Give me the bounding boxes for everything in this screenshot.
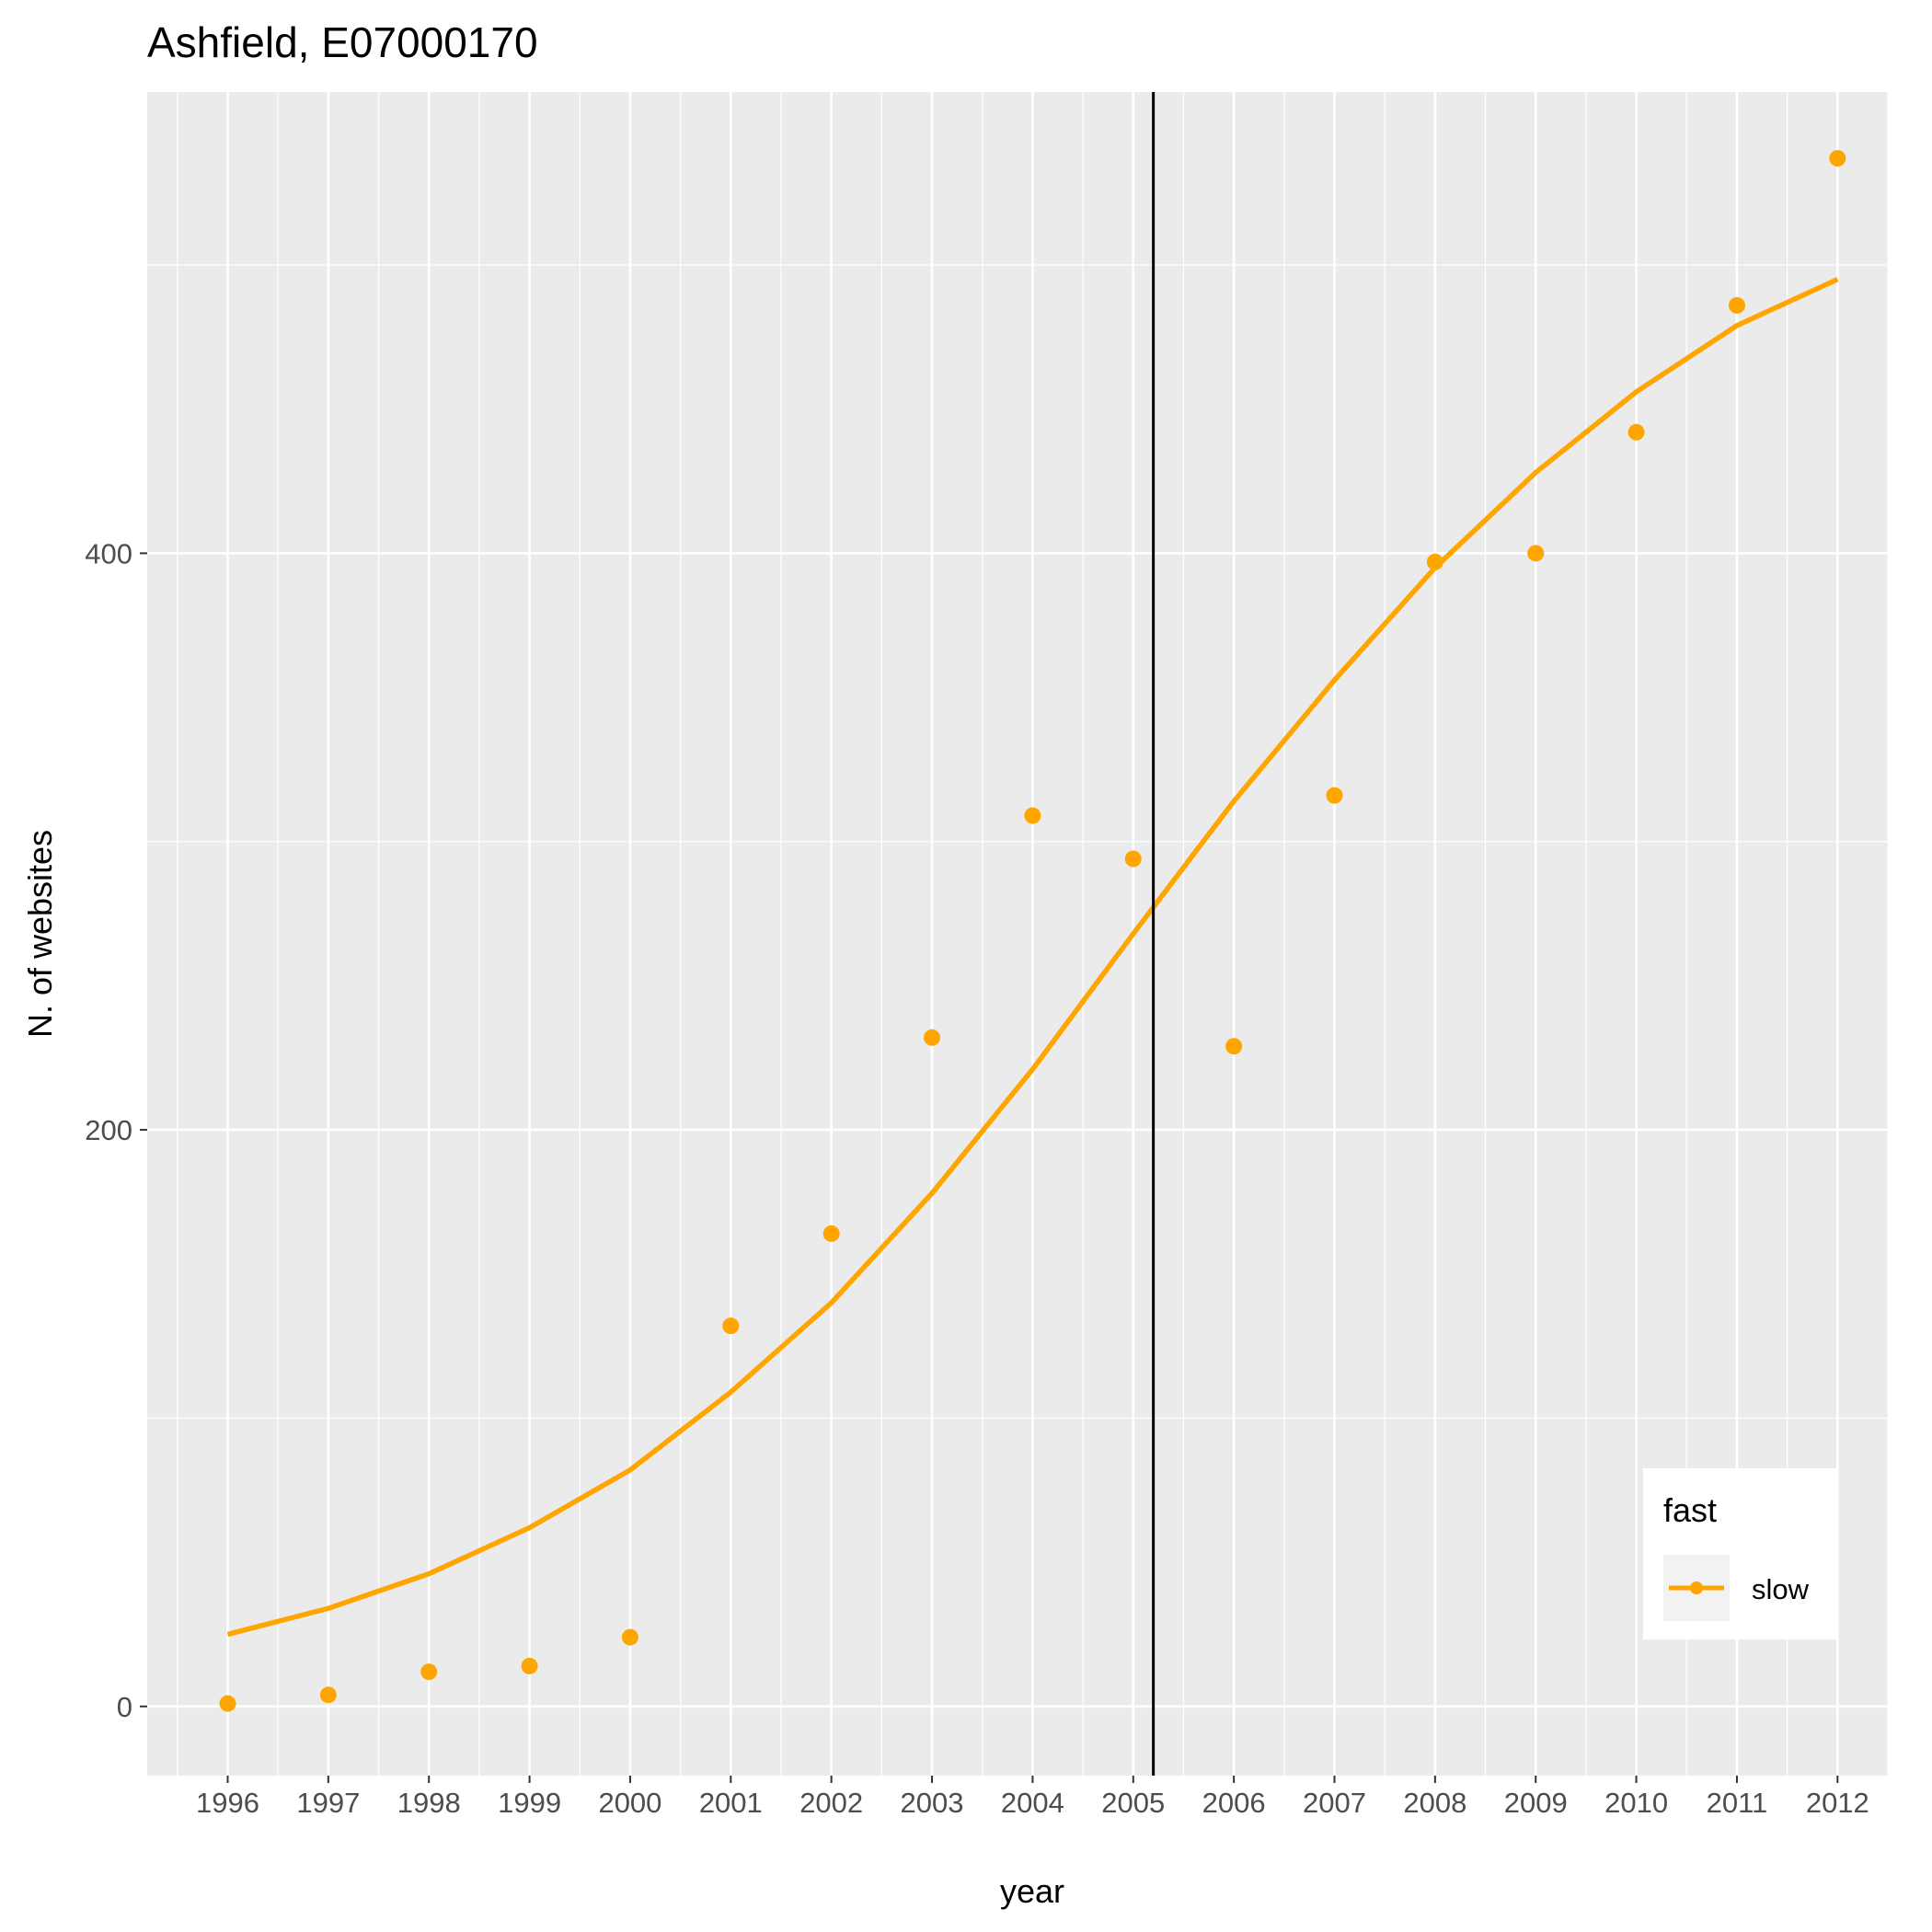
data-point-2006 <box>1225 1038 1243 1055</box>
data-point-2004 <box>1024 807 1041 824</box>
x-tick-label: 2011 <box>1707 1787 1768 1819</box>
grid-minor <box>147 92 1889 1776</box>
y-axis: 0 200 400 <box>85 537 147 1723</box>
data-points-group <box>219 150 1846 1712</box>
plot-panel <box>147 92 1888 1776</box>
x-tick-label: 1997 <box>296 1787 360 1819</box>
data-point-1996 <box>219 1695 236 1712</box>
x-tick-label: 2005 <box>1101 1787 1165 1819</box>
data-point-2011 <box>1728 296 1745 314</box>
y-axis-title: N. of websites <box>21 830 59 1038</box>
y-tick-label: 0 <box>117 1691 132 1723</box>
x-tick-label: 1999 <box>498 1787 561 1819</box>
x-tick-label: 2007 <box>1303 1787 1366 1819</box>
y-tick-label: 400 <box>85 537 132 569</box>
x-tick-label: 1998 <box>397 1787 461 1819</box>
data-point-1997 <box>319 1686 337 1704</box>
chart-title: Ashfield, E07000170 <box>147 18 538 66</box>
x-tick-label: 2012 <box>1806 1787 1869 1819</box>
x-tick-label: 2001 <box>699 1787 763 1819</box>
x-axis-title: year <box>1000 1872 1064 1910</box>
data-point-1999 <box>521 1657 538 1674</box>
x-tick-label: 2003 <box>901 1787 964 1819</box>
legend-title: fast <box>1663 1491 1717 1529</box>
data-point-2000 <box>621 1628 638 1646</box>
data-point-2002 <box>822 1225 840 1242</box>
x-tick-label: 2002 <box>799 1787 863 1819</box>
data-point-2003 <box>924 1029 941 1046</box>
trend-line-group <box>226 277 1839 1638</box>
trend-line-slow <box>226 277 1839 1638</box>
data-point-2010 <box>1627 423 1645 441</box>
x-tick-label: 2008 <box>1403 1787 1466 1819</box>
legend-label-slow: slow <box>1752 1573 1810 1605</box>
data-point-1998 <box>420 1663 438 1681</box>
y-tick-label: 200 <box>85 1114 132 1146</box>
x-tick-label: 2009 <box>1504 1787 1568 1819</box>
data-point-2012 <box>1829 150 1846 167</box>
data-point-2009 <box>1527 545 1545 562</box>
x-axis: 1996 1997 1998 1999 2000 2001 2002 2003 2004 2005… <box>196 1776 1869 1819</box>
x-tick-label: 2006 <box>1202 1787 1266 1819</box>
x-tick-label: 1996 <box>196 1787 259 1819</box>
x-tick-label: 2004 <box>1001 1787 1064 1819</box>
data-point-2008 <box>1426 553 1443 570</box>
legend: fast slow <box>1643 1468 1838 1639</box>
legend-key-point <box>1690 1581 1703 1594</box>
x-tick-label: 2000 <box>598 1787 661 1819</box>
x-tick-label: 2010 <box>1604 1787 1668 1819</box>
data-point-2005 <box>1124 850 1142 868</box>
data-point-2007 <box>1326 787 1343 804</box>
data-point-2001 <box>722 1317 740 1335</box>
